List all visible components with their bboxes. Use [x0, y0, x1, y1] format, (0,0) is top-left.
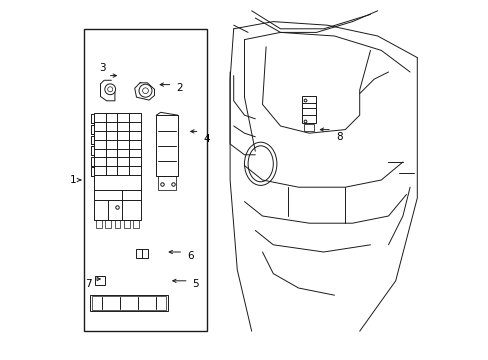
Bar	[114, 220, 120, 228]
Bar	[94, 113, 141, 220]
Bar	[158, 176, 176, 190]
Bar	[123, 220, 129, 228]
Bar	[302, 96, 316, 123]
Bar	[135, 249, 148, 258]
Bar	[95, 276, 104, 284]
Text: 3: 3	[99, 63, 106, 73]
Bar	[156, 115, 178, 176]
Bar	[96, 220, 102, 228]
Bar	[90, 295, 167, 311]
Text: 4: 4	[203, 134, 209, 144]
Text: 2: 2	[176, 83, 183, 93]
Text: 6: 6	[186, 251, 193, 261]
Bar	[92, 296, 166, 310]
Text: 7: 7	[85, 279, 91, 289]
Bar	[105, 220, 111, 228]
Bar	[133, 220, 139, 228]
Text: 8: 8	[336, 132, 342, 142]
Text: 5: 5	[192, 279, 199, 289]
Text: 1: 1	[70, 175, 77, 185]
Bar	[304, 124, 314, 130]
Bar	[84, 29, 206, 331]
